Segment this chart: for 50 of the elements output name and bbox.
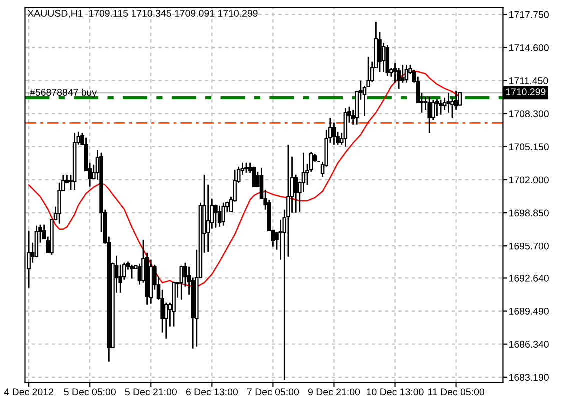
candlestick <box>428 96 432 134</box>
x-tick-label: 10 Dec 13:00 <box>367 388 424 396</box>
candlestick <box>439 99 443 116</box>
y-tick-label: 1705.150 <box>510 144 549 151</box>
x-tick-label: 9 Dec 21:00 <box>308 388 360 396</box>
candlestick <box>446 92 451 114</box>
y-tick-label: 1686.340 <box>510 341 549 348</box>
x-tick-label: 7 Dec 05:00 <box>247 388 300 396</box>
candlestick <box>42 224 46 240</box>
candlestick <box>58 182 62 225</box>
y-tick-label: 1692.640 <box>510 274 549 282</box>
candlestick <box>130 264 134 280</box>
candlestick <box>378 31 382 73</box>
candlestick <box>404 64 409 84</box>
ref-line-label: #56878847 buy <box>30 88 98 98</box>
candlestick <box>432 99 436 121</box>
x-tick-label: 11 Dec 05:00 <box>428 388 484 396</box>
x-tick-label: 4 Dec 2012 <box>4 388 54 396</box>
x-tick-label: 5 Dec 21:00 <box>125 388 177 396</box>
candlestick <box>218 205 222 228</box>
candlestick <box>206 184 210 253</box>
y-tick-label: 1714.600 <box>510 44 549 52</box>
candlestick <box>164 302 168 340</box>
x-tick-label: 6 Dec 13:00 <box>186 388 238 396</box>
y-tick-label: 1717.750 <box>510 11 549 18</box>
candlestick <box>278 219 283 261</box>
y-tick-label: 1683.190 <box>510 374 549 382</box>
x-tick-label: 5 Dec 05:00 <box>64 388 116 396</box>
candlestick <box>458 92 462 106</box>
candlestick <box>222 202 226 227</box>
candlestick <box>450 97 454 119</box>
y-tick-label: 1711.450 <box>510 78 548 84</box>
candlestick <box>401 64 405 84</box>
candlestick <box>180 265 184 301</box>
candlestick <box>397 67 401 90</box>
y-tick-label: 1708.300 <box>510 110 549 118</box>
candlestick <box>252 166 256 188</box>
candlestick <box>294 174 298 214</box>
candlestick <box>244 162 248 174</box>
candlestick <box>382 42 386 73</box>
candlestick <box>442 97 447 111</box>
candlestick <box>435 98 440 117</box>
y-tick-label: 1695.700 <box>510 242 549 250</box>
candlestick <box>214 204 218 229</box>
y-tick-label: 1689.490 <box>510 308 549 315</box>
y-tick-label: 1702.000 <box>510 176 549 184</box>
candlestick <box>332 122 336 146</box>
chart-title: XAUUSD,H1 1709.115 1710.345 1709.091 1710.299 <box>28 10 258 18</box>
ref-line-label: 1710.299 <box>506 88 546 96</box>
y-tick-label: 1698.850 <box>510 210 549 217</box>
